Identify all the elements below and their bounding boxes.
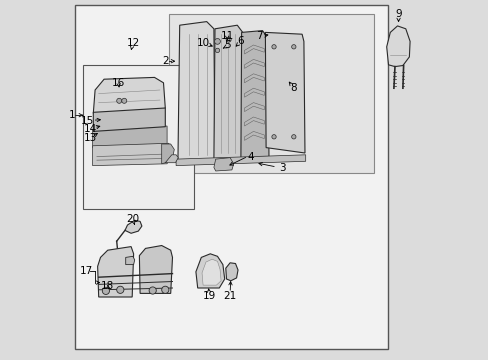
Text: 13: 13 — [83, 133, 97, 143]
Text: 7: 7 — [256, 31, 263, 41]
Circle shape — [117, 286, 123, 293]
Bar — [82, 65, 194, 209]
Circle shape — [291, 135, 295, 139]
Text: 12: 12 — [127, 38, 140, 48]
Text: 5: 5 — [224, 40, 230, 50]
Circle shape — [271, 45, 276, 49]
Polygon shape — [93, 77, 165, 113]
Circle shape — [214, 39, 220, 44]
Text: 14: 14 — [83, 124, 97, 134]
Text: 8: 8 — [289, 83, 296, 93]
Polygon shape — [265, 32, 305, 153]
Text: 16: 16 — [112, 78, 125, 88]
Text: 9: 9 — [394, 9, 401, 19]
Text: 6: 6 — [237, 36, 244, 46]
Polygon shape — [213, 158, 233, 171]
Polygon shape — [125, 256, 134, 265]
Circle shape — [149, 287, 156, 294]
Circle shape — [102, 287, 109, 294]
Polygon shape — [165, 155, 178, 163]
Text: 3: 3 — [279, 163, 285, 173]
Polygon shape — [241, 31, 268, 158]
Bar — [168, 14, 373, 173]
Text: 2: 2 — [163, 56, 169, 66]
Polygon shape — [98, 247, 133, 297]
Text: 21: 21 — [223, 291, 236, 301]
Circle shape — [122, 98, 126, 103]
Polygon shape — [202, 259, 221, 285]
Text: 15: 15 — [81, 116, 94, 126]
Polygon shape — [213, 25, 242, 160]
Circle shape — [162, 286, 168, 293]
Polygon shape — [92, 143, 170, 166]
Polygon shape — [139, 246, 172, 293]
Polygon shape — [196, 254, 224, 288]
Circle shape — [117, 98, 122, 103]
Polygon shape — [162, 144, 174, 164]
Circle shape — [215, 48, 219, 53]
Text: 10: 10 — [196, 38, 209, 48]
Text: 11: 11 — [220, 31, 233, 41]
Circle shape — [225, 37, 231, 42]
Text: 1: 1 — [69, 110, 76, 120]
Polygon shape — [176, 155, 305, 166]
Text: 19: 19 — [202, 291, 215, 301]
Polygon shape — [125, 220, 142, 233]
Text: 20: 20 — [126, 214, 139, 224]
Polygon shape — [93, 108, 165, 131]
Polygon shape — [386, 26, 409, 67]
Polygon shape — [178, 22, 215, 164]
Text: 17: 17 — [80, 266, 93, 276]
Circle shape — [271, 135, 276, 139]
Polygon shape — [225, 263, 238, 281]
Circle shape — [291, 45, 295, 49]
Polygon shape — [92, 126, 167, 148]
Bar — [75, 5, 387, 349]
Text: 4: 4 — [247, 152, 254, 162]
Text: 18: 18 — [100, 281, 113, 291]
